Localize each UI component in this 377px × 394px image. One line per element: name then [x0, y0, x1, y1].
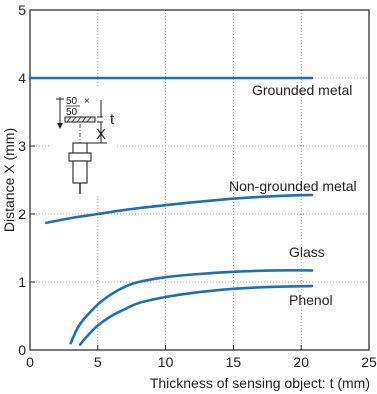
series-line-phenol — [78, 284, 314, 346]
y-tick-label: 2 — [18, 206, 26, 222]
inset-target-plate — [64, 116, 96, 123]
plot-frame — [29, 9, 370, 351]
y-tick-label: 5 — [18, 2, 26, 18]
inset-sensor-head — [72, 142, 88, 154]
x-axis-ticks: 0 5 10 15 20 25 — [26, 345, 377, 370]
inset-sensor-nut — [68, 152, 92, 162]
inset-thickness-label: t — [110, 111, 115, 128]
sensor-setup-inset: 50 × 50 t X — [51, 88, 117, 196]
y-tick-label: 0 — [18, 342, 26, 358]
x-tick-label: 10 — [158, 354, 174, 370]
series-label-grounded-metal: Grounded metal — [252, 82, 352, 98]
inset-hatch-3 — [76, 116, 82, 123]
y-tick-label: 3 — [18, 138, 26, 154]
inset-arrow-head — [57, 123, 63, 129]
series-label-glass: Glass — [289, 244, 325, 260]
x-tick-label: 25 — [361, 354, 377, 370]
inset-hatch-1 — [66, 116, 72, 123]
inset-sensor-body — [72, 160, 88, 184]
x-tick-label: 20 — [293, 354, 309, 370]
inset-hatch-2 — [71, 116, 77, 123]
x-axis-title: Thickness of sensing object: t (mm) — [150, 375, 370, 391]
x-tick-label: 5 — [94, 354, 102, 370]
inset-hatch-4 — [81, 116, 87, 123]
y-axis-title: Distance X (mm) — [1, 128, 17, 232]
y-tick-label: 1 — [18, 274, 26, 290]
x-tick-label: 15 — [226, 354, 242, 370]
inset-distance-label: X — [96, 126, 106, 143]
inset-dimension-times: × — [84, 96, 90, 107]
series-label-phenol: Phenol — [289, 292, 333, 308]
series-label-non-grounded-metal: Non-grounded metal — [229, 178, 357, 194]
inset-dimension-top: 50 — [66, 96, 78, 107]
y-tick-label: 4 — [18, 70, 26, 86]
inset-hatch-5 — [86, 116, 92, 123]
x-tick-label: 0 — [26, 354, 34, 370]
inset-dimension-bottom: 50 — [66, 107, 78, 118]
y-axis-ticks: 0 1 2 3 4 5 — [18, 2, 35, 358]
series-line-non-grounded-metal — [45, 193, 314, 225]
series-line-glass — [69, 269, 314, 345]
series-lines — [28, 76, 314, 346]
